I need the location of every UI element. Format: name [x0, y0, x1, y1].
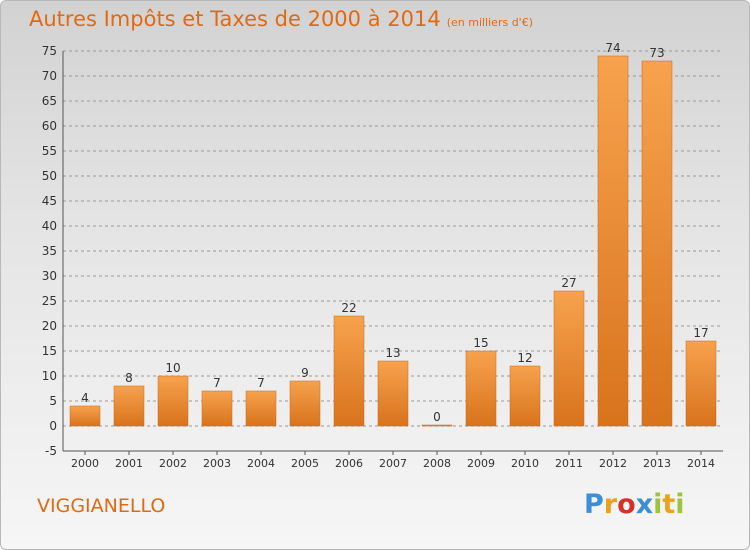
bar-2009: [465, 350, 497, 427]
y-tick-label: 20: [42, 319, 57, 333]
x-tick-label: 2013: [643, 457, 671, 470]
data-label: 73: [649, 46, 664, 60]
bar-2005: [289, 380, 321, 427]
y-tick-label: 75: [42, 44, 57, 58]
bar-2013: [641, 60, 673, 427]
data-label: 0: [433, 410, 441, 424]
x-tick-label: 2003: [203, 457, 231, 470]
data-label: 7: [257, 376, 265, 390]
proxiti-logo[interactable]: Proxiti: [584, 489, 685, 520]
data-label: 9: [301, 366, 309, 380]
x-tick-label: 2009: [467, 457, 495, 470]
logo-letter: i: [675, 489, 685, 520]
logo-letter: i: [653, 489, 663, 520]
x-tick-label: 2011: [555, 457, 583, 470]
chart-title-main: Autres Impôts et Taxes de 2000 à 2014: [29, 7, 441, 31]
data-label: 22: [341, 301, 356, 315]
y-tick-label: 50: [42, 169, 57, 183]
y-tick-label: 60: [42, 119, 57, 133]
x-tick-label: 2000: [71, 457, 99, 470]
data-label: 74: [605, 41, 620, 55]
y-tick-label: 5: [49, 394, 57, 408]
x-tick-label: 2007: [379, 457, 407, 470]
y-tick-label: 45: [42, 194, 57, 208]
y-tick-label: 55: [42, 144, 57, 158]
bars: [69, 55, 717, 427]
x-tick-label: 2012: [599, 457, 627, 470]
y-tick-label: 15: [42, 344, 57, 358]
data-label: 17: [693, 326, 708, 340]
bar-2010: [509, 365, 541, 427]
y-tick-label: 70: [42, 69, 57, 83]
bar-2006: [333, 315, 365, 427]
bar-2003: [201, 390, 233, 427]
y-tick-label: 35: [42, 244, 57, 258]
x-tick-label: 2014: [687, 457, 715, 470]
bar-2011: [553, 290, 585, 427]
x-tick-label: 2006: [335, 457, 363, 470]
commune-name: VIGGIANELLO: [37, 495, 166, 517]
x-tick-label: 2010: [511, 457, 539, 470]
data-label: 10: [165, 361, 180, 375]
bar-2014: [685, 340, 717, 427]
data-label: 7: [213, 376, 221, 390]
bar-2008: [421, 424, 453, 427]
y-tick-label: 40: [42, 219, 57, 233]
chart-title: Autres Impôts et Taxes de 2000 à 2014 (en…: [29, 7, 533, 31]
logo-letter: P: [584, 489, 604, 520]
x-tick-label: 2005: [291, 457, 319, 470]
bar-2004: [245, 390, 277, 427]
y-tick-label: 65: [42, 94, 57, 108]
y-axis-tick-labels: -5 0 5 10 15 20 25 30 35 40 45 50 55 60 65 70 75: [42, 44, 57, 458]
data-label: 15: [473, 336, 488, 350]
bar-2012: [597, 55, 629, 427]
bar-2007: [377, 360, 409, 427]
data-label: 13: [385, 346, 400, 360]
y-tick-label: -5: [45, 444, 57, 458]
y-tick-label: 0: [49, 419, 57, 433]
y-tick-label: 10: [42, 369, 57, 383]
x-tick-label: 2001: [115, 457, 143, 470]
bar-2000: [69, 405, 101, 427]
x-tick-label: 2004: [247, 457, 275, 470]
bar-2002: [157, 375, 189, 427]
y-tick-label: 25: [42, 294, 57, 308]
data-label: 27: [561, 276, 576, 290]
x-tick-label: 2008: [423, 457, 451, 470]
bar-2001: [113, 385, 145, 427]
data-label: 4: [81, 391, 89, 405]
data-labels: 4 8 10 7 7 9 22 13 0 15 12 27 74 73 17: [81, 41, 708, 424]
logo-letter: x: [635, 489, 654, 520]
data-label: 8: [125, 371, 133, 385]
logo-letter: t: [662, 489, 676, 520]
data-label: 12: [517, 351, 532, 365]
y-tick-label: 30: [42, 269, 57, 283]
x-axis-tick-labels: 2000 2001 2002 2003 2004 2005 2006 2007 2008 2009…: [71, 451, 715, 470]
logo-letter: o: [617, 489, 636, 520]
chart-subtitle: (en milliers d'€): [446, 16, 533, 29]
logo-letter: r: [603, 489, 618, 520]
x-tick-label: 2002: [159, 457, 187, 470]
